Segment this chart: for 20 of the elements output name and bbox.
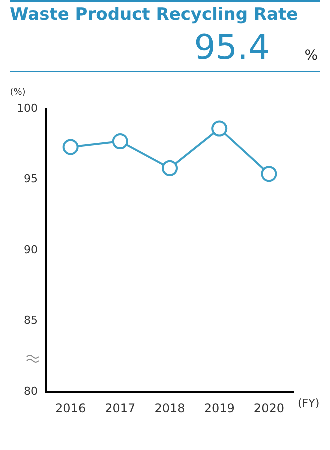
text: % [304,48,318,64]
x-tick-label: 2019 [204,401,235,416]
x-tick-label: 2020 [254,401,284,416]
chart-title: Waste Product Recycling Rate [10,5,298,25]
y-tick-label: 100 [17,102,38,115]
point [261,166,278,182]
y-tick-label: 80 [24,384,38,398]
point [162,160,178,176]
x-axis-title: (FY) [298,396,320,410]
x-tick-label: 2018 [154,401,186,416]
y-tick-label: 90 [24,243,38,256]
y-tick-label: 95 [24,172,38,186]
x-tick-label: 2017 [105,401,136,416]
x-tick-label: 2016 [56,401,86,416]
point [62,139,79,156]
point [112,134,128,150]
chart-subtitle: 95.4 [194,28,270,68]
y-axis-title: (%) [10,88,26,98]
point [212,120,228,137]
y-tick-label: 85 [24,314,38,328]
